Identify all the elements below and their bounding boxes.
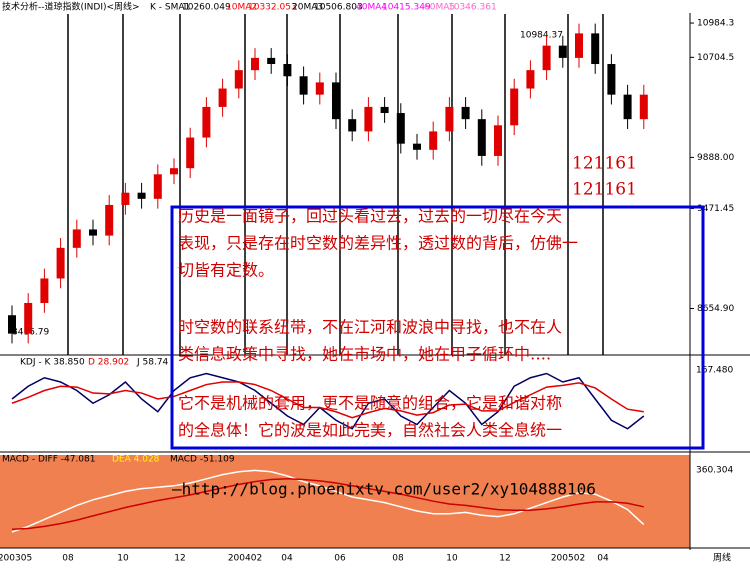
candle-body	[332, 82, 340, 120]
y-tick-label: 9888.00	[697, 153, 734, 163]
candle-body	[413, 143, 421, 150]
candle-body	[153, 174, 162, 199]
text-line: 历史是一面镜子，回过头看过去，过去的一切尽在今天	[178, 207, 562, 226]
macd-dea: DEA 4.028	[112, 455, 160, 465]
candle-body	[8, 315, 16, 334]
candle-body	[396, 113, 405, 144]
header-bar	[0, 0, 750, 13]
annotation: 10984.37	[520, 31, 563, 41]
text-line: 时空数的联系纽带，不在江河和波浪中寻找，也不在人	[178, 318, 562, 337]
text-line: 的全息体！它的波是如此完美，自然社会人类全息统一	[178, 421, 562, 440]
candle-body	[542, 45, 551, 71]
candle-body	[315, 82, 324, 95]
indicator-line	[11, 478, 644, 530]
candle-body	[267, 57, 276, 65]
chart-title: 技术分析--道琼指数(INDI)<周线>	[2, 1, 140, 13]
macd-title: MACD - DIFF -47.081	[2, 455, 96, 465]
kdj-j: J 58.74	[136, 358, 169, 368]
text-line: 切皆有定数。	[178, 261, 274, 280]
candle-body	[170, 168, 178, 175]
legend-entry: K - SMA1	[150, 3, 190, 13]
candle-body	[202, 106, 211, 138]
indicator-line	[11, 381, 644, 419]
indicator-line	[11, 469, 645, 533]
macd-background	[0, 455, 690, 548]
x-tick-label: 10	[117, 554, 129, 564]
y-tick-label: 10704.5	[697, 53, 734, 63]
candle-body	[607, 64, 616, 95]
x-tick-label: 12	[174, 554, 185, 564]
x-tick-label: 周线	[713, 552, 731, 564]
candle-body	[234, 70, 243, 89]
candle-body	[89, 229, 97, 236]
x-tick-label: 06	[334, 554, 346, 564]
y-tick-label: 8654.90	[697, 304, 734, 314]
x-tick-label: 08	[62, 554, 74, 564]
candle-body	[348, 119, 357, 132]
indicator-line	[11, 372, 645, 430]
x-tick-label: 200502	[551, 554, 585, 564]
url: —http://blog.phoenixtv.com/user2/xy10488…	[172, 480, 596, 499]
macd-value: MACD -51.109	[170, 455, 235, 465]
legend-entry: 10332.053	[248, 3, 297, 13]
candle-body	[494, 125, 502, 156]
candle-body	[56, 247, 65, 279]
y-tick-label: 9471.45	[697, 204, 734, 214]
candle-body	[137, 192, 146, 199]
macd-axis-label: 360.304	[696, 466, 733, 476]
kdj-title: KDJ - K 38.850	[20, 358, 85, 368]
candle-body	[218, 88, 227, 107]
x-tick-label: 10	[446, 554, 458, 564]
candle-body	[591, 33, 600, 65]
candle-body	[575, 33, 583, 58]
text-line: 它不是机械的套用，更不是随意的组合，它是和谐对称	[178, 394, 562, 413]
legend-entry: 10260.049	[182, 3, 231, 13]
candle-body	[477, 119, 486, 156]
candle-body	[105, 204, 114, 236]
candle-body	[623, 94, 632, 120]
candle-body	[445, 106, 454, 132]
legend: K - SMA110260.04910MA210332.05320MA31050…	[150, 3, 497, 13]
candle-body	[364, 106, 373, 132]
candle-body	[526, 70, 535, 89]
x-tick-label: 12	[499, 554, 510, 564]
candle-body	[429, 131, 438, 150]
legend-entry: 10MA2	[226, 3, 257, 13]
candle-body	[72, 229, 81, 248]
text-line: 表现，只是存在时空数的差异性，透过数的背后，仿佛一	[178, 234, 578, 253]
candle-body	[299, 76, 308, 95]
candle-body	[461, 106, 470, 120]
annotation: 121161	[572, 180, 637, 200]
x-tick-label: 04	[281, 554, 293, 564]
x-tick-label: 08	[392, 554, 404, 564]
candle-body	[380, 106, 389, 114]
candle-body	[186, 137, 195, 169]
legend-entry: 10415.349	[382, 3, 431, 13]
candle-body	[558, 45, 567, 58]
candle-body	[40, 278, 49, 303]
x-tick-label: 04	[597, 554, 609, 564]
candle-body	[639, 94, 648, 120]
legend-entry: 20MA3	[292, 3, 323, 13]
legend-entry: 10506.803	[314, 3, 363, 13]
text-line: 类信息政策中寻找，她在市场中，她在甲子循环中….	[178, 345, 551, 364]
legend-entry: 60MA5	[424, 3, 455, 13]
y-tick-label: 10984.3	[697, 19, 734, 29]
candle-body	[283, 64, 292, 77]
legend-entry: 40MA4	[356, 3, 387, 13]
x-tick-label: 200305	[0, 554, 32, 564]
candle-body	[510, 88, 519, 126]
x-tick-label: 200402	[228, 554, 262, 564]
text-box	[170, 205, 705, 450]
annotation: 121161	[572, 154, 637, 174]
candle-body	[24, 302, 33, 334]
legend-entry: 10346.361	[448, 3, 497, 13]
candle-body	[251, 57, 259, 71]
kdj-d: D 28.902	[88, 358, 129, 368]
kdj-axis-label: 167.480	[696, 366, 733, 376]
candle-body	[121, 192, 130, 205]
plot: 200305 08 10 12 200402 04 06 08 10 12 200502 04 周线 10…	[0, 14, 734, 564]
